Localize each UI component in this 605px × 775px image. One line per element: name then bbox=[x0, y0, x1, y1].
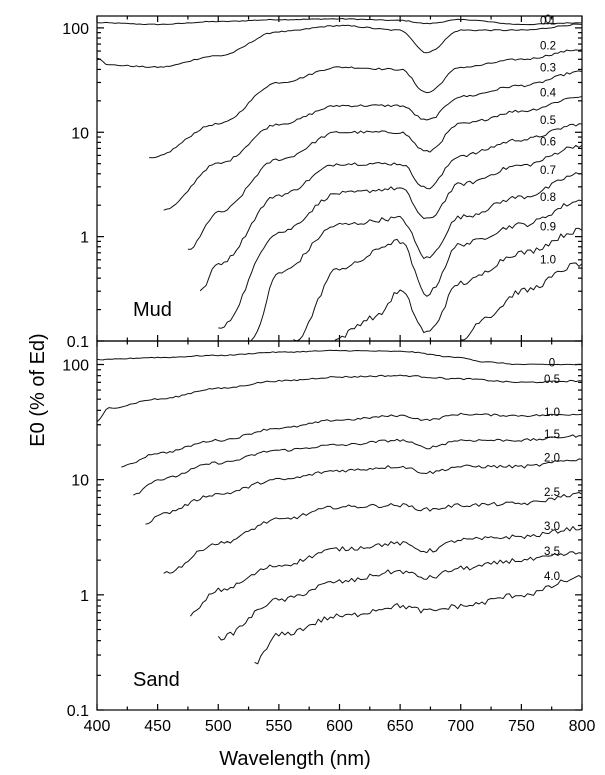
x-tick-label: 750 bbox=[508, 718, 535, 735]
y-tick-label: 0.1 bbox=[67, 334, 89, 351]
x-axis-title: Wavelength (nm) bbox=[219, 748, 371, 770]
series-line-0-1 bbox=[97, 23, 582, 68]
series-line-0 bbox=[97, 349, 582, 366]
x-tick-label: 550 bbox=[266, 718, 293, 735]
series-label: 1.5 bbox=[544, 429, 560, 441]
y-tick-label: 100 bbox=[62, 358, 89, 375]
y-axis-title: E0 (% of Ed) bbox=[27, 333, 49, 446]
series-line-0-4 bbox=[187, 96, 582, 250]
x-tick-label: 700 bbox=[447, 718, 474, 735]
series-label: 0 bbox=[545, 14, 551, 26]
series-label: 0.5 bbox=[540, 115, 556, 127]
series-line-4-0 bbox=[254, 575, 582, 665]
x-axis: 400 450 500 550 600 650 700 750 800 bbox=[84, 718, 596, 735]
series-label: 4.0 bbox=[544, 571, 560, 583]
series-label: 0.8 bbox=[540, 192, 556, 204]
series-line-0-5 bbox=[199, 123, 582, 292]
x-tick-label: 400 bbox=[84, 718, 111, 735]
series-group bbox=[97, 349, 582, 665]
y-tick-label: 1 bbox=[80, 230, 89, 247]
series-line-1-0 bbox=[460, 262, 582, 341]
series-label: 0.5 bbox=[544, 374, 560, 386]
series-group bbox=[97, 18, 582, 341]
series-label: 1.0 bbox=[544, 407, 560, 419]
series-line-0-5 bbox=[97, 374, 582, 423]
panel-label: Mud bbox=[133, 299, 172, 321]
x-tick-label: 450 bbox=[144, 718, 171, 735]
series-line-0-3 bbox=[163, 70, 582, 211]
panel-sand: 100 10 1 0.1 0 0.5 1.0 1.5 2.0 2.5 3.0 3.5 4.0 Sand bbox=[62, 340, 583, 720]
series-label: 0 bbox=[549, 358, 555, 370]
series-label: 0.2 bbox=[540, 41, 556, 53]
series-label: 2.5 bbox=[544, 487, 560, 499]
series-line-3-0 bbox=[190, 526, 582, 617]
x-tick-label: 650 bbox=[387, 718, 414, 735]
y-axis-title-text: E0 (% of Ed) bbox=[27, 333, 49, 446]
series-line-0 bbox=[97, 18, 582, 26]
y-tick-label: 10 bbox=[71, 473, 89, 490]
series-line-2-0 bbox=[145, 458, 582, 525]
series-line-1-5 bbox=[133, 434, 582, 496]
series-label: 3.0 bbox=[544, 521, 560, 533]
series-label: 0.6 bbox=[540, 136, 556, 148]
series-line-0-7 bbox=[250, 172, 582, 341]
series-label: 0.9 bbox=[540, 221, 556, 233]
plot-frame bbox=[96, 340, 583, 711]
series-line-3-5 bbox=[217, 551, 582, 641]
x-tick-label: 600 bbox=[326, 718, 353, 735]
y-tick-label: 100 bbox=[62, 21, 89, 38]
x-tick-label: 500 bbox=[205, 718, 232, 735]
panel-label: Sand bbox=[133, 669, 180, 691]
series-label: 0.4 bbox=[540, 88, 557, 100]
series-line-0-9 bbox=[333, 227, 582, 341]
series-line-2-5 bbox=[163, 492, 582, 574]
series-label: 0.3 bbox=[540, 63, 556, 75]
series-line-0-2 bbox=[149, 49, 582, 159]
series-line-1-0 bbox=[121, 412, 582, 468]
series-line-0-8 bbox=[293, 199, 582, 341]
series-line-0-6 bbox=[218, 144, 582, 329]
series-label: 0.1 bbox=[540, 15, 556, 27]
series-label: 2.0 bbox=[544, 452, 560, 464]
plot-frame bbox=[96, 15, 583, 342]
y-tick-label: 0.1 bbox=[67, 703, 89, 720]
panel-mud: 1001010.100.10.20.30.40.50.60.70.80.91.0… bbox=[62, 14, 583, 351]
y-tick-label: 10 bbox=[71, 125, 89, 142]
x-tick-label: 800 bbox=[569, 718, 596, 735]
series-label: 0.7 bbox=[540, 165, 556, 177]
series-label: 3.5 bbox=[544, 546, 560, 558]
series-label: 1.0 bbox=[540, 255, 556, 267]
y-tick-label: 1 bbox=[80, 588, 89, 605]
